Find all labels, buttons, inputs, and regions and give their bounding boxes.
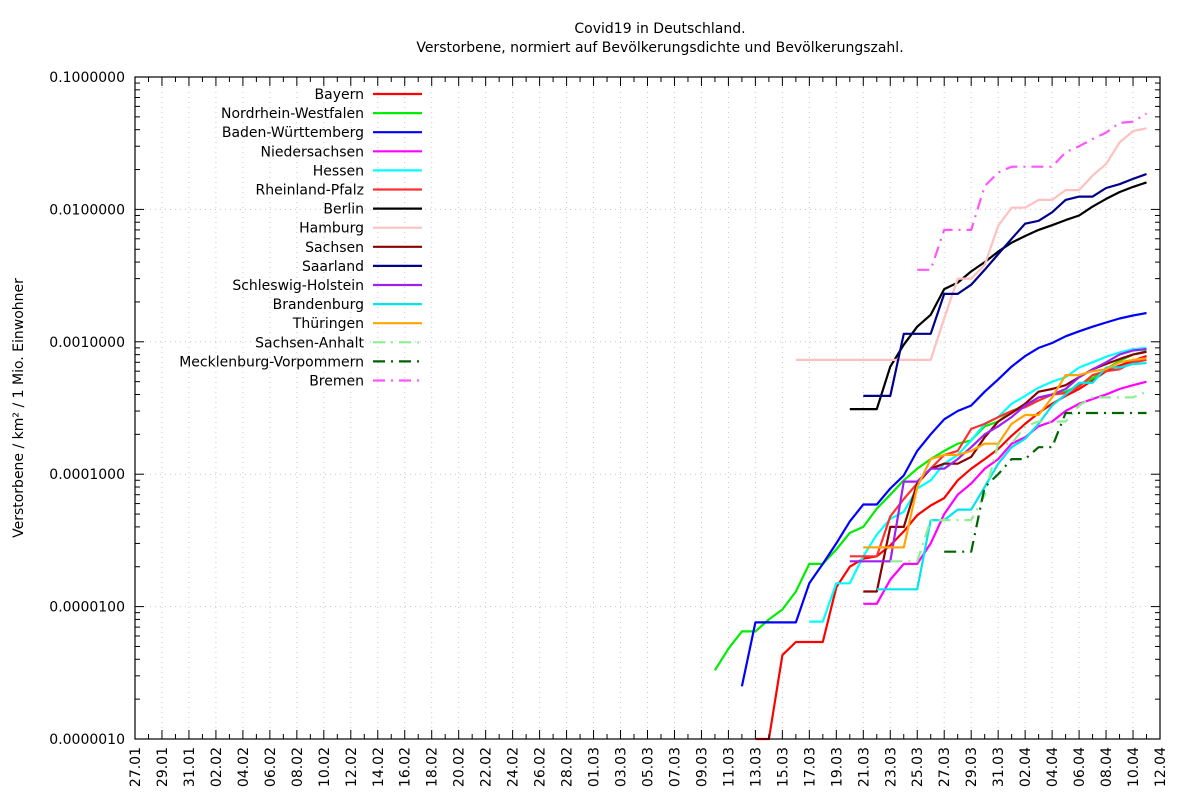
x-tick-label: 10.02 <box>317 747 333 787</box>
series-line-th-ringen <box>863 357 1147 549</box>
series-line-saarland <box>863 172 1147 397</box>
x-tick-label: 25.03 <box>910 747 926 787</box>
x-tick-label: 27.03 <box>937 747 953 787</box>
y-tick-label: 0.0000100 <box>49 600 125 616</box>
legend-label: Baden-Württemberg <box>222 125 364 141</box>
legend-label: Sachsen <box>305 240 364 256</box>
series-line-baden-w-rttemberg <box>740 311 1147 687</box>
x-tick-label: 21.03 <box>856 747 872 787</box>
legend-label: Rheinland-Pfalz <box>256 183 364 199</box>
legend-label: Sachsen-Anhalt <box>255 335 364 351</box>
series-line-bayern <box>755 355 1147 741</box>
legend-label: Brandenburg <box>273 297 364 313</box>
series-line-bremen <box>917 112 1148 271</box>
x-tick-label: 22.02 <box>479 747 495 787</box>
x-tick-label: 12.02 <box>344 747 360 787</box>
y-axis-label: Verstorbene / km² / 1 Mio. Einwohner <box>11 278 27 538</box>
series-line-sachsen-anhalt <box>890 390 1147 563</box>
x-tick-label: 10.04 <box>1126 747 1142 787</box>
chart-title: Covid19 in Deutschland. <box>574 21 745 37</box>
x-tick-label: 31.01 <box>182 747 198 787</box>
legend-label: Berlin <box>323 202 364 218</box>
x-tick-label: 19.03 <box>829 747 845 787</box>
x-tick-label: 08.02 <box>290 747 306 787</box>
x-tick-label: 24.02 <box>506 747 522 787</box>
x-tick-label: 02.04 <box>1018 747 1034 787</box>
series-line-schleswig-holstein <box>849 348 1147 563</box>
ticks <box>134 76 1161 740</box>
legend-label: Mecklenburg-Vorpommern <box>179 354 364 370</box>
y-tick-label: 0.0010000 <box>49 335 125 351</box>
y-tick-labels: 0.1000000 0.0100000 0.0010000 0.0001000 0.00… <box>49 70 125 748</box>
legend-label: Thüringen <box>292 316 364 332</box>
series-line-hessen <box>809 346 1147 623</box>
series-line-hamburg <box>795 127 1147 361</box>
series-group <box>713 112 1148 741</box>
x-tick-label: 07.03 <box>667 747 683 787</box>
x-tick-label: 01.03 <box>587 747 603 787</box>
x-tick-label: 04.04 <box>1045 747 1061 787</box>
y-tick-label: 0.0100000 <box>49 202 125 218</box>
x-tick-label: 06.02 <box>263 747 279 787</box>
x-tick-label: 31.03 <box>991 747 1007 787</box>
x-tick-label: 02.02 <box>209 747 225 787</box>
legend-label: Bremen <box>309 374 364 390</box>
legend: Bayern Nordrhein-Westfalen Baden-Württembe… <box>179 87 422 390</box>
grid <box>135 77 1160 739</box>
legend-label: Nordrhein-Westfalen <box>221 106 364 122</box>
x-tick-label: 09.03 <box>694 747 710 787</box>
x-tick-label: 28.02 <box>560 747 576 787</box>
y-tick-label: 0.0001000 <box>49 467 125 483</box>
x-tick-label: 05.03 <box>641 747 657 787</box>
x-tick-label: 16.02 <box>398 747 414 787</box>
legend-label: Saarland <box>302 259 364 275</box>
x-tick-label: 11.03 <box>721 747 737 787</box>
series-line-brandenburg <box>876 362 1147 591</box>
x-tick-label: 08.04 <box>1099 747 1115 787</box>
x-tick-label: 04.02 <box>236 747 252 787</box>
x-tick-label: 13.03 <box>748 747 764 787</box>
x-tick-label: 29.03 <box>964 747 980 787</box>
legend-label: Hamburg <box>299 221 364 237</box>
x-tick-label: 27.01 <box>128 747 144 787</box>
x-tick-label: 20.02 <box>452 747 468 787</box>
x-tick-label: 23.03 <box>883 747 899 787</box>
legend-label: Bayern <box>315 87 364 103</box>
series-line-mecklenburg-vorpommern <box>944 411 1147 553</box>
chart-subtitle: Verstorbene, normiert auf Bevölkerungsdi… <box>416 40 903 56</box>
legend-label: Hessen <box>313 163 364 179</box>
x-tick-label: 03.03 <box>614 747 630 787</box>
legend-label: Schleswig-Holstein <box>232 278 364 294</box>
x-tick-label: 29.01 <box>155 747 171 787</box>
y-tick-label: 0.0000010 <box>49 732 125 748</box>
legend-label: Niedersachsen <box>261 144 364 160</box>
x-tick-label: 06.04 <box>1072 747 1088 787</box>
y-tick-label: 0.1000000 <box>49 70 125 86</box>
x-tick-label: 15.03 <box>775 747 791 787</box>
x-tick-label: 26.02 <box>533 747 549 787</box>
x-tick-labels: 27.01 29.01 31.01 02.02 04.02 06.02 08.02 10.02… <box>128 747 1169 787</box>
x-tick-label: 12.04 <box>1153 747 1169 787</box>
x-tick-label: 14.02 <box>371 747 387 787</box>
x-tick-label: 17.03 <box>802 747 818 787</box>
x-tick-label: 18.02 <box>425 747 441 787</box>
